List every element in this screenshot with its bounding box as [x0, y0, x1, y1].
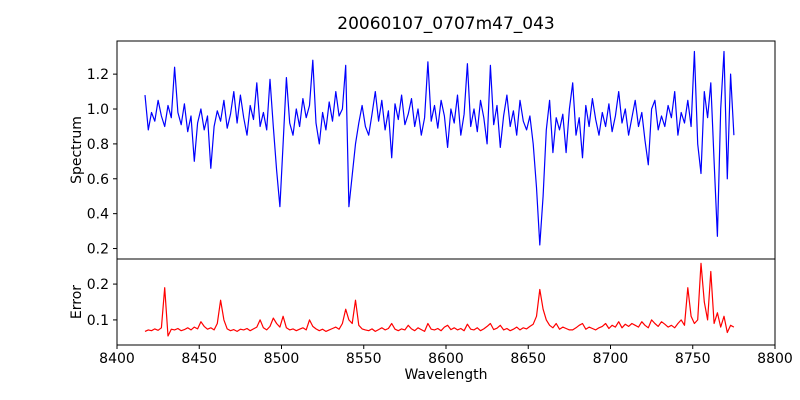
- x-tick-label: 8500: [264, 351, 300, 367]
- x-tick-label: 8700: [593, 351, 629, 367]
- x-tick-label: 8750: [675, 351, 711, 367]
- x-tick-label: 8450: [181, 351, 217, 367]
- y-tick-label: 0.2: [87, 242, 109, 258]
- error-line: [144, 262, 735, 337]
- y-tick-label: 0.8: [87, 137, 109, 153]
- x-axis-label: Wavelength: [404, 367, 488, 383]
- error-subplot: 0.1 0.2 8400 8450 8500 8550 8600 8650 8700 8750 88…: [87, 258, 793, 367]
- chart-title: 20060107_0707m47_043: [337, 14, 555, 34]
- y-tick-label: 0.4: [87, 207, 109, 223]
- x-tick-label: 8400: [99, 351, 135, 367]
- axes-spines: [116, 258, 776, 346]
- x-tick-label: 8550: [346, 351, 382, 367]
- spectrum-subplot: 0.2 0.4 0.6 0.8 1.0 1.2: [87, 40, 776, 260]
- x-tick-label: 8600: [428, 351, 464, 367]
- y-tick-label: 0.6: [87, 172, 109, 188]
- x-tick-label: 8800: [757, 351, 793, 367]
- spectrum-line: [144, 50, 735, 246]
- y-tick-label: 0.1: [87, 313, 109, 329]
- axes-spines: [116, 40, 776, 260]
- x-tick-label: 8650: [510, 351, 546, 367]
- y-tick-label: 1.2: [87, 67, 109, 83]
- y-tick-label: 0.2: [87, 277, 109, 293]
- y-tick-label: 1.0: [87, 102, 109, 118]
